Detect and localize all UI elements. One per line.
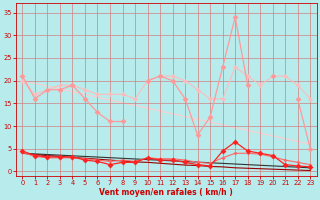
X-axis label: Vent moyen/en rafales ( km/h ): Vent moyen/en rafales ( km/h ): [100, 188, 233, 197]
